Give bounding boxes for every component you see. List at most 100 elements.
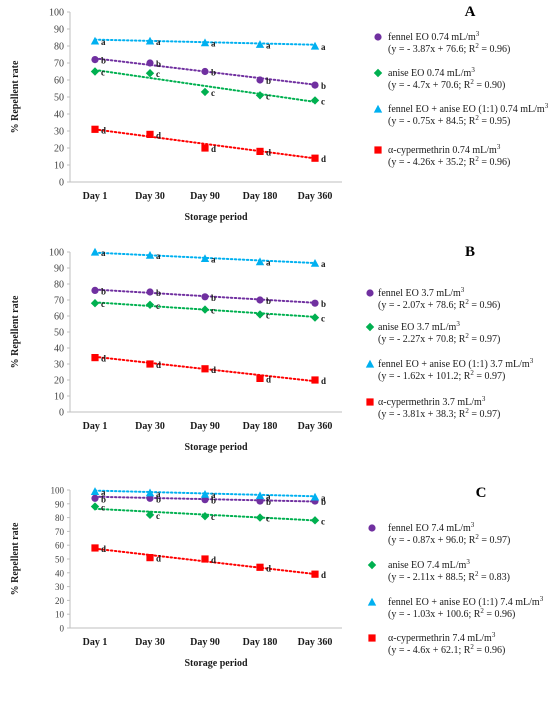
significance-letter: a [266, 492, 271, 502]
data-point [200, 512, 210, 521]
significance-letter: b [266, 296, 271, 306]
y-tick-label: 100 [49, 8, 64, 19]
y-tick-label: 20 [54, 376, 64, 387]
y-axis-title: % Repellent rate [10, 60, 21, 133]
y-tick-label: 50 [54, 93, 64, 104]
significance-letter: a [266, 40, 271, 50]
x-tick-label: Day 360 [298, 191, 333, 202]
legend-entry-equation: (y = - 1.03x + 100.6; R2 = 0.96) [388, 607, 515, 620]
data-point [91, 494, 99, 502]
significance-letter: c [211, 306, 215, 316]
x-tick-label: Day 90 [190, 191, 220, 202]
legend-entry-equation: (y = - 0.75x + 84.5; R2 = 0.95) [388, 114, 510, 127]
significance-letter: a [211, 254, 216, 264]
legend-entry-equation: (y = - 4.26x + 35.2; R2 = 0.96) [388, 155, 510, 168]
significance-letter: d [266, 147, 271, 157]
data-point [201, 365, 209, 373]
y-tick-label: 30 [54, 360, 64, 371]
data-point [256, 76, 264, 84]
legend-entry-equation: (y = - 2.07x + 78.6; R2 = 0.96) [378, 298, 500, 311]
data-point [145, 251, 155, 259]
series-1: c c c c c [90, 67, 325, 106]
x-tick-label: Day 180 [243, 421, 278, 432]
y-tick-label: 30 [54, 127, 64, 138]
significance-letter: b [266, 497, 271, 507]
data-point [310, 41, 320, 50]
data-point [256, 147, 264, 155]
data-point [311, 154, 319, 162]
y-axis-title: % Repellent rate [10, 295, 21, 368]
significance-letter: a [101, 487, 106, 497]
significance-letter: a [101, 37, 106, 47]
data-point [256, 296, 264, 304]
data-point [255, 91, 265, 100]
y-tick-label: 70 [54, 59, 64, 70]
series-1: c c c c c [90, 299, 325, 324]
data-point [255, 257, 265, 266]
y-tick-label: 60 [55, 541, 65, 551]
trend-line [94, 68, 316, 103]
significance-letter: c [101, 503, 105, 513]
significance-letter: a [321, 259, 326, 269]
x-tick-label: Day 30 [135, 191, 165, 202]
legend-marker [366, 398, 374, 406]
y-tick-label: 10 [54, 392, 64, 403]
data-point [255, 491, 265, 500]
data-point [256, 563, 264, 571]
significance-letter: c [156, 301, 160, 311]
data-point [90, 247, 100, 256]
panel-label: C [476, 485, 487, 501]
legend-entry-name: α-cypermethrin 3.7 mL/m3 [378, 395, 486, 408]
data-point [90, 502, 100, 511]
trend-line [94, 128, 316, 160]
y-tick-label: 30 [55, 582, 65, 592]
panel-label: B [465, 244, 475, 260]
significance-letter: a [156, 251, 161, 261]
significance-letter: b [101, 494, 106, 504]
series-3: d d d d d [91, 544, 326, 580]
legend-marker [374, 146, 382, 154]
chart-panel-C: 0 10 20 30 40 50 60 70 80 90 100 Day 1 Day 30 Day 90 D… [10, 485, 544, 669]
data-point [146, 360, 154, 368]
series-2: a a a a a [90, 247, 326, 269]
data-point [90, 299, 100, 308]
x-tick-label: Day 360 [298, 637, 333, 648]
significance-letter: a [156, 489, 161, 499]
significance-letter: d [101, 125, 106, 135]
data-point [200, 305, 210, 314]
legend-marker [368, 524, 376, 532]
y-tick-label: 80 [54, 280, 64, 291]
y-tick-label: 90 [55, 499, 65, 509]
x-tick-label: Day 1 [83, 637, 108, 648]
data-point [256, 497, 264, 505]
legend-entry-name: fennel EO 3.7 mL/m3 [378, 286, 465, 299]
legend-entry-name: anise EO 3.7 mL/m3 [378, 320, 460, 333]
series-3: d d d d d [91, 125, 326, 164]
significance-letter: d [101, 544, 106, 554]
legend-entry-equation: (y = - 1.62x + 101.2; R2 = 0.97) [378, 369, 505, 382]
data-point [201, 67, 209, 76]
significance-letter: c [101, 299, 105, 309]
y-tick-label: 60 [54, 312, 64, 323]
x-tick-label: Day 30 [135, 421, 165, 432]
data-point [310, 96, 320, 105]
significance-letter: d [211, 555, 216, 565]
significance-letter: c [211, 512, 215, 522]
y-tick-label: 40 [54, 110, 64, 121]
data-point [201, 293, 209, 301]
data-point [256, 374, 264, 382]
chart-panel-B: 0 10 20 30 40 50 60 70 80 90 100 Day 1 Day 30 Day 90 D… [10, 244, 534, 453]
significance-letter: b [321, 497, 326, 507]
chart-panel-A: 0 10 20 30 40 50 60 70 80 90 100 Day 1 Day 30 Day 90 D… [10, 4, 549, 223]
legend-entry-equation: (y = - 2.11x + 88.5; R2 = 0.83) [388, 570, 510, 583]
significance-letter: b [101, 56, 106, 66]
significance-letter: d [266, 374, 271, 384]
significance-letter: b [211, 293, 216, 303]
y-tick-label: 10 [55, 610, 65, 620]
y-tick-label: 0 [60, 624, 65, 634]
data-point [201, 496, 209, 504]
legend-entry-equation: (y = - 4.7x + 70.6; R2 = 0.90) [388, 78, 505, 91]
y-tick-label: 40 [55, 568, 65, 578]
data-point [146, 130, 154, 138]
